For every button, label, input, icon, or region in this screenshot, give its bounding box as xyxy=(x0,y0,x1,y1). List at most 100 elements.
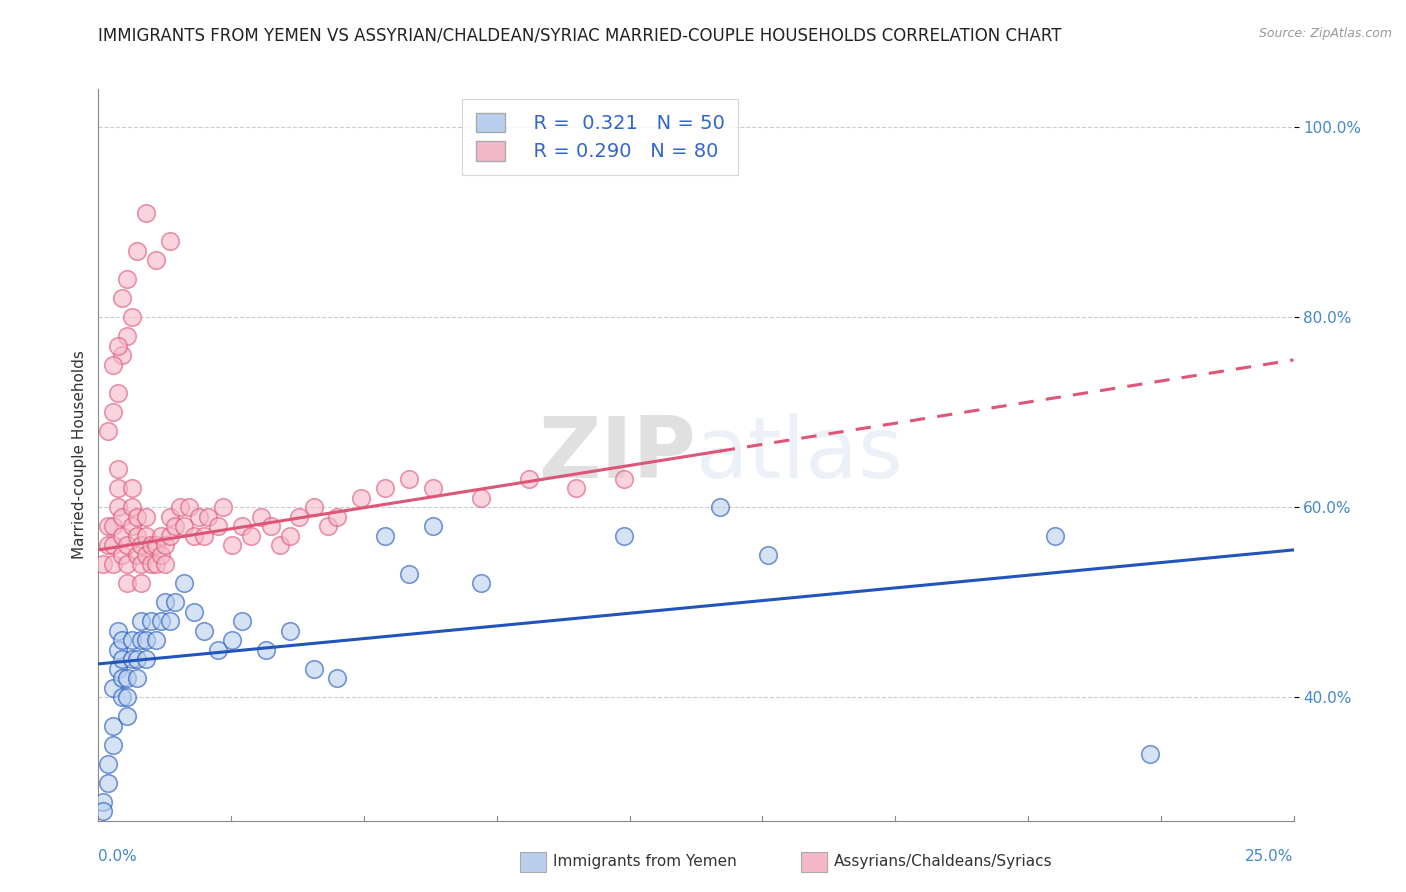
Point xyxy=(350,491,373,505)
Point xyxy=(111,652,134,666)
Point xyxy=(131,538,153,552)
Point xyxy=(107,624,129,638)
Point xyxy=(101,405,124,419)
Point xyxy=(111,529,134,543)
Point xyxy=(470,576,492,591)
Y-axis label: Married-couple Households: Married-couple Households xyxy=(72,351,87,559)
Point xyxy=(111,291,134,305)
Point xyxy=(125,548,148,562)
Point xyxy=(278,529,301,543)
Point xyxy=(107,500,129,515)
Point xyxy=(125,652,148,666)
Point xyxy=(183,605,205,619)
Point xyxy=(231,519,253,533)
Point xyxy=(135,548,157,562)
Point xyxy=(111,633,134,648)
Point xyxy=(221,538,243,552)
Point xyxy=(159,529,181,543)
Point xyxy=(269,538,291,552)
Text: IMMIGRANTS FROM YEMEN VS ASSYRIAN/CHALDEAN/SYRIAC MARRIED-COUPLE HOUSEHOLDS CORR: IMMIGRANTS FROM YEMEN VS ASSYRIAN/CHALDE… xyxy=(98,27,1062,45)
Point xyxy=(125,244,148,258)
Text: Source: ZipAtlas.com: Source: ZipAtlas.com xyxy=(1258,27,1392,40)
Point xyxy=(1043,529,1066,543)
Point xyxy=(101,358,124,372)
Point xyxy=(135,633,157,648)
Point xyxy=(278,624,301,638)
Point xyxy=(139,614,162,628)
Point xyxy=(107,481,129,495)
Point xyxy=(613,472,636,486)
Point xyxy=(125,509,148,524)
Point xyxy=(115,538,138,552)
Point xyxy=(149,548,172,562)
Point xyxy=(115,329,138,343)
Point xyxy=(211,500,233,515)
Point xyxy=(121,633,143,648)
Point xyxy=(135,205,157,219)
Text: ZIP: ZIP xyxy=(538,413,696,497)
Point xyxy=(709,500,731,515)
Point xyxy=(125,529,148,543)
Point xyxy=(107,339,129,353)
Point xyxy=(131,576,153,591)
Point xyxy=(125,671,148,685)
Point xyxy=(115,576,138,591)
Point xyxy=(115,671,138,685)
Point xyxy=(326,509,349,524)
Point xyxy=(97,424,120,438)
Text: Immigrants from Yemen: Immigrants from Yemen xyxy=(553,855,737,870)
Point xyxy=(135,509,157,524)
Point xyxy=(173,519,195,533)
Point xyxy=(101,738,124,752)
Point xyxy=(91,795,114,809)
Point xyxy=(97,538,120,552)
Point xyxy=(131,557,153,571)
Point xyxy=(111,509,134,524)
Point xyxy=(121,481,143,495)
Point xyxy=(107,386,129,401)
Point xyxy=(101,719,124,733)
Point xyxy=(422,519,444,533)
Point xyxy=(139,557,162,571)
Point xyxy=(302,500,325,515)
Point xyxy=(111,690,134,705)
Point xyxy=(207,519,229,533)
Point xyxy=(374,529,396,543)
Point xyxy=(517,472,540,486)
Point xyxy=(163,595,186,609)
Point xyxy=(107,662,129,676)
Point xyxy=(159,614,181,628)
Point xyxy=(111,671,134,685)
Point xyxy=(115,272,138,286)
Point xyxy=(115,690,138,705)
Point xyxy=(145,538,167,552)
Point xyxy=(179,500,201,515)
Point xyxy=(111,348,134,362)
Point xyxy=(159,509,181,524)
Point xyxy=(149,529,172,543)
Point xyxy=(374,481,396,495)
Point xyxy=(173,576,195,591)
Text: atlas: atlas xyxy=(696,413,904,497)
Point xyxy=(398,566,420,581)
Point xyxy=(91,804,114,818)
Point xyxy=(288,509,311,524)
Point xyxy=(145,253,167,268)
Point xyxy=(121,500,143,515)
Point xyxy=(565,481,588,495)
Point xyxy=(221,633,243,648)
Point xyxy=(111,548,134,562)
Point xyxy=(107,642,129,657)
Point xyxy=(91,557,114,571)
Point xyxy=(756,548,779,562)
Point xyxy=(155,557,177,571)
Point xyxy=(1139,747,1161,761)
Text: 25.0%: 25.0% xyxy=(1246,849,1294,864)
Point xyxy=(135,652,157,666)
Point xyxy=(121,310,143,325)
Point xyxy=(97,775,120,789)
Point xyxy=(254,642,277,657)
Point xyxy=(169,500,191,515)
Point xyxy=(145,633,167,648)
Point xyxy=(470,491,492,505)
